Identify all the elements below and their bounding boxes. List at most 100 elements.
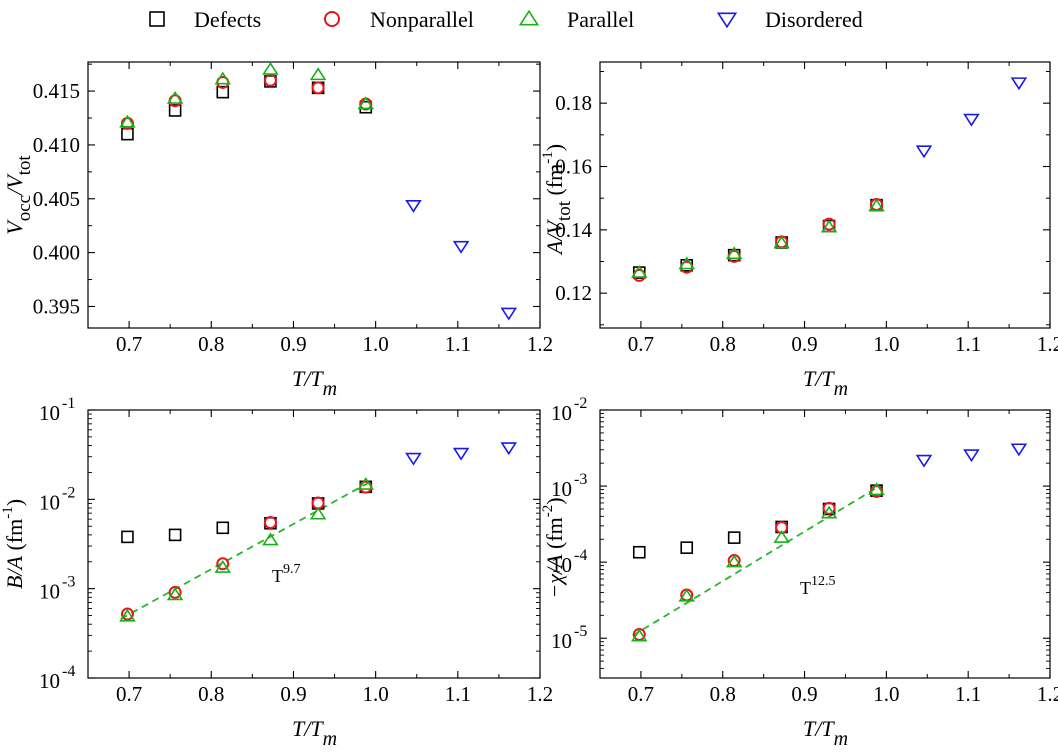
- data-point-parallel: [773, 235, 790, 249]
- y-tick-label: 10: [551, 553, 572, 577]
- x-tick-label: 0.9: [791, 682, 817, 706]
- y-axis-label: −χ/A (fm-2): [540, 497, 567, 598]
- x-tick-label: 0.7: [628, 682, 654, 706]
- data-point-parallel: [678, 588, 696, 602]
- y-tick-label: 10: [551, 477, 572, 501]
- x-tick-label: 1.0: [363, 682, 389, 706]
- data-point-defects: [168, 528, 182, 542]
- plot-frame: [87, 61, 541, 329]
- x-axis-label: T/Tm: [292, 366, 337, 400]
- data-point-parallel: [820, 505, 838, 519]
- data-point-nonparallel: [216, 557, 230, 571]
- x-tick-label: 1.1: [445, 682, 471, 706]
- x-tick-label: 0.8: [710, 682, 736, 706]
- data-point-disordered: [915, 454, 933, 468]
- data-point-defects: [632, 545, 646, 559]
- plot-frame: [599, 61, 1051, 329]
- legend-label: Nonparallel: [370, 7, 474, 32]
- series-disordered: [405, 442, 518, 466]
- plot-frame: [599, 409, 1051, 679]
- data-point-parallel: [868, 482, 885, 496]
- y-tick-exponent: -3: [62, 574, 75, 591]
- data-point-nonparallel: [775, 521, 789, 535]
- series-disordered: [405, 199, 518, 321]
- x-tick-label: 1.1: [955, 682, 981, 706]
- x-tick-label: 0.8: [198, 332, 224, 356]
- data-point-defects: [121, 530, 134, 544]
- data-point-defects: [121, 127, 134, 141]
- data-point-disordered: [1010, 443, 1028, 457]
- x-tick-label: 1.2: [527, 682, 553, 706]
- series-nonparallel: [120, 73, 373, 130]
- data-point-disordered: [405, 199, 422, 213]
- panel-surface-area-density: 0.7 0.8 0.9 1.0 1.1 1.2 0.12 0.14 0.16 0.18 T/Tm A/…: [540, 61, 1058, 400]
- y-tick-label: 0.400: [33, 241, 80, 265]
- data-point-defects: [168, 104, 182, 117]
- power-law-annotation: T9.7: [272, 562, 301, 586]
- series-nonparallel: [632, 484, 884, 641]
- circle-marker-icon: [324, 11, 340, 27]
- y-tick-exponent: -2: [574, 395, 587, 412]
- data-point-parallel: [214, 560, 232, 573]
- data-point-parallel: [725, 246, 743, 260]
- data-point-parallel: [166, 90, 184, 104]
- y-tick-label: 0.18: [555, 91, 592, 115]
- x-tick-label: 0.9: [280, 332, 306, 356]
- x-tick-label: 1.1: [445, 332, 471, 356]
- power-law-fit-line: [632, 483, 883, 637]
- x-tick-label: 1.0: [873, 682, 899, 706]
- data-point-disordered: [500, 442, 518, 456]
- series-disordered: [915, 77, 1028, 159]
- series-nonparallel: [632, 198, 884, 282]
- x-tick-label: 1.2: [1037, 682, 1058, 706]
- data-point-disordered: [500, 307, 518, 321]
- panel-mean-curvature-ratio: 0.7 0.8 0.9 1.0 1.1 1.210-410-310-210 -1T/TmB/…: [0, 395, 553, 750]
- data-point-nonparallel: [263, 516, 277, 530]
- series-defects: [632, 484, 883, 559]
- data-point-defects: [680, 541, 694, 554]
- y-tick-label: 10: [39, 580, 60, 604]
- y-tick-label: 10: [551, 629, 572, 653]
- data-point-parallel: [357, 477, 375, 490]
- data-point-parallel: [166, 587, 184, 601]
- legend-label: Parallel: [567, 7, 634, 32]
- data-point-disordered: [963, 449, 980, 463]
- triangle-up-marker-icon: [518, 9, 540, 26]
- x-tick-label: 1.1: [955, 332, 981, 356]
- data-point-parallel: [820, 219, 838, 233]
- y-tick-label: 0.395: [33, 294, 80, 318]
- legend-label: Defects: [194, 7, 261, 32]
- data-point-disordered: [1010, 77, 1028, 91]
- y-axis-label: A/Vtot (fm-1): [540, 144, 575, 256]
- y-tick-label: 0.415: [33, 79, 80, 103]
- data-point-nonparallel: [168, 585, 182, 599]
- y-axis-label: Vocc/Vtot: [2, 155, 35, 235]
- data-point-nonparallel: [822, 217, 836, 231]
- power-law-fit-line: [120, 480, 372, 620]
- y-tick-exponent: -4: [62, 663, 75, 680]
- data-point-parallel: [309, 506, 327, 520]
- x-tick-label: 0.8: [198, 682, 224, 706]
- data-point-nonparallel: [120, 607, 134, 621]
- y-tick-exponent: -3: [574, 471, 587, 488]
- data-point-disordered: [452, 240, 470, 254]
- data-point-parallel: [725, 554, 743, 568]
- y-tick-label: 10: [39, 401, 60, 425]
- series-parallel: [119, 477, 375, 622]
- y-tick-label: 0.405: [33, 187, 80, 211]
- series-parallel: [630, 482, 885, 642]
- triangle-down-marker-icon: [716, 12, 738, 29]
- data-point-defects: [216, 521, 230, 535]
- x-tick-label: 1.2: [527, 332, 553, 356]
- data-point-parallel: [309, 67, 327, 81]
- panel-occupied-volume-fraction: 0.7 0.8 0.9 1.0 1.1 1.2 0.395 0.400 0.405 0.410 0.…: [2, 61, 553, 400]
- data-point-nonparallel: [870, 484, 884, 498]
- data-point-parallel: [357, 96, 375, 110]
- y-tick-label: 0.12: [555, 281, 592, 305]
- y-tick-label: 0.410: [33, 133, 80, 157]
- data-point-parallel: [868, 198, 885, 212]
- panel-euler-characteristic-ratio: 0.7 0.8 0.9 1.0 1.1 1.210-510-410-310 -2T/Tm−χ…: [540, 395, 1058, 750]
- x-tick-label: 1.0: [873, 332, 899, 356]
- x-tick-label: 0.9: [791, 332, 817, 356]
